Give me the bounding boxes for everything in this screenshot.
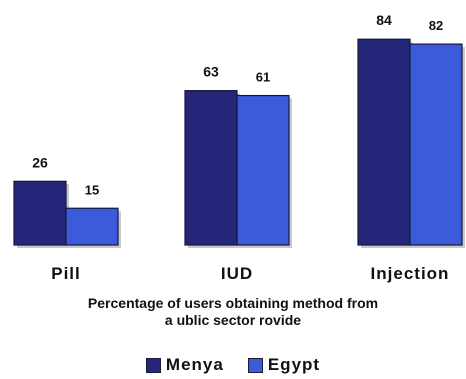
legend-label-menya: Menya <box>165 355 224 374</box>
bar-iud-menya <box>184 90 238 246</box>
category-label-iud: IUD <box>221 264 253 283</box>
category-label-pill: Pill <box>51 264 81 283</box>
data-label-iud-menya: 63 <box>203 64 219 80</box>
data-label-pill-menya: 26 <box>32 154 48 170</box>
legend-item-egypt: Egypt <box>247 355 321 375</box>
legend-label-egypt: Egypt <box>267 355 321 374</box>
bar-injection-menya <box>357 38 411 246</box>
data-label-injection-menya: 84 <box>376 12 392 28</box>
data-label-iud-egypt: 61 <box>256 70 270 85</box>
caption-line-2: a ublic sector rovide <box>164 312 302 328</box>
data-label-pill-egypt: 15 <box>85 182 99 197</box>
bar-pill-egypt <box>65 207 119 246</box>
category-label-injection: Injection <box>371 264 450 283</box>
legend-swatch-egypt <box>247 357 263 373</box>
legend-swatch-menya <box>145 357 161 373</box>
legend-item-menya: Menya <box>145 355 224 375</box>
bar-iud-egypt <box>236 94 290 246</box>
legend: Menya Egypt <box>0 355 466 375</box>
chart-caption: Percentage of users obtaining method fro… <box>0 295 466 329</box>
caption-line-1: Percentage of users obtaining method fro… <box>87 295 379 311</box>
bar-injection-egypt <box>409 43 463 246</box>
data-label-injection-egypt: 82 <box>429 18 443 33</box>
bar-pill-menya <box>13 180 67 246</box>
bar-chart: 26 15 Pill 63 61 IUD 84 82 Injection <box>13 12 465 283</box>
